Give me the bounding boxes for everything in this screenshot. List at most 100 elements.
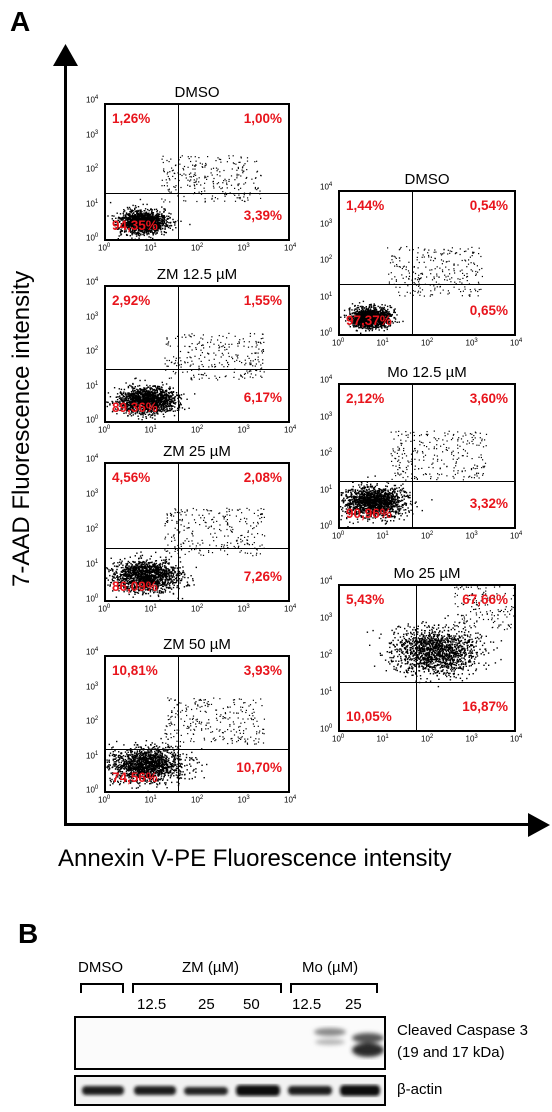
x-tick-label: 103: [237, 604, 250, 614]
x-tick-label: 101: [144, 795, 157, 805]
x-tick-label: 103: [465, 338, 478, 348]
y-tick-label: 104: [320, 576, 333, 586]
y-tick-label: 104: [86, 277, 99, 287]
quadrant-lr-percent: 7,26%: [243, 569, 282, 584]
bracket-mo: [290, 983, 378, 993]
scatter-dots: [340, 246, 483, 334]
plot-title: DMSO: [174, 84, 220, 101]
x-tick-label: 103: [237, 425, 250, 435]
y-axis-arrowhead: [53, 44, 78, 66]
y-tick-label: 100: [320, 521, 333, 531]
gate-vertical: [178, 464, 179, 600]
scatter-dots: [106, 332, 265, 421]
lane-label-3: 25: [198, 996, 215, 1013]
bracket-zm: [132, 983, 282, 993]
x-tick-label: 104: [284, 604, 297, 614]
x-tick-label: 104: [284, 243, 297, 253]
y-tick-label: 102: [320, 448, 333, 458]
gate-vertical: [416, 586, 417, 730]
y-tick-label: 104: [86, 95, 99, 105]
x-tick-label: 102: [421, 338, 434, 348]
gate-vertical: [178, 287, 179, 421]
y-tick-label: 104: [320, 182, 333, 192]
y-tick-label: 100: [86, 415, 99, 425]
x-axis-line: [64, 823, 536, 826]
y-tick-label: 103: [320, 218, 333, 229]
group-label-mo: Mo (µM): [302, 959, 359, 976]
quadrant-ur-percent: 2,08%: [243, 470, 282, 485]
quadrant-ur-percent: 67,66%: [462, 592, 508, 607]
flow-plot: 1,44% 0,54% 97,37% 0,65%: [338, 190, 516, 336]
y-tick-label: 101: [86, 559, 99, 569]
x-tick-label: 103: [465, 531, 478, 541]
plot-title: Mo 12.5 µM: [387, 364, 467, 381]
x-tick-label: 101: [144, 425, 157, 435]
quadrant-lr-percent: 3,32%: [469, 496, 508, 511]
quadrant-ur-percent: 1,55%: [243, 293, 282, 308]
x-tick-label: 100: [332, 531, 345, 541]
x-tick-label: 101: [144, 243, 157, 253]
lane-label-2: 12.5: [137, 996, 167, 1013]
y-tick-label: 100: [320, 328, 333, 338]
quadrant-ul-percent: 1,26%: [112, 111, 151, 126]
y-tick-label: 100: [320, 724, 333, 734]
y-tick-label: 102: [86, 346, 99, 356]
plot-title: ZM 12.5 µM: [156, 266, 238, 283]
x-tick-label: 104: [510, 338, 523, 348]
y-tick-label: 103: [86, 681, 99, 692]
plot-title: DMSO: [404, 171, 450, 188]
quadrant-ll-percent: 10,05%: [346, 709, 392, 724]
flow-plot: 10,81% 3,93% 74,56% 10,70%: [104, 655, 290, 793]
quadrant-ur-percent: 1,00%: [243, 111, 282, 126]
quadrant-lr-percent: 16,87%: [462, 699, 508, 714]
x-tick-label: 104: [284, 795, 297, 805]
y-tick-label: 104: [86, 454, 99, 464]
group-label-zm: ZM (µM): [182, 959, 239, 976]
group-label-dmso: DMSO: [78, 959, 123, 976]
y-tick-label: 101: [320, 687, 333, 697]
x-tick-label: 103: [237, 795, 250, 805]
y-tick-label: 102: [86, 164, 99, 174]
x-tick-label: 101: [376, 734, 389, 744]
plot-title: Mo 25 µM: [393, 565, 461, 582]
gate-vertical: [178, 105, 179, 239]
blot-beta-actin: [74, 1075, 386, 1106]
x-tick-label: 102: [191, 243, 204, 253]
quadrant-ur-percent: 0,54%: [469, 198, 508, 213]
x-axis-label: Annexin V-PE Fluorescence intensity: [58, 845, 452, 872]
flow-plot: 5,43% 67,66% 10,05% 16,87%: [338, 584, 516, 732]
flow-plot: 2,12% 3,60% 90,96% 3,32%: [338, 383, 516, 529]
quadrant-lr-percent: 6,17%: [243, 390, 282, 405]
lane-label-5: 12.5: [292, 996, 322, 1013]
x-tick-label: 102: [191, 604, 204, 614]
y-tick-label: 101: [320, 484, 333, 495]
gate-horizontal: [340, 481, 514, 482]
y-tick-label: 102: [320, 255, 333, 265]
x-tick-label: 102: [191, 795, 204, 805]
scatter-dots: [366, 586, 514, 688]
scatter-dots: [106, 697, 265, 791]
gate-horizontal: [340, 284, 514, 285]
y-tick-label: 102: [320, 650, 333, 660]
x-tick-label: 104: [284, 425, 297, 435]
quadrant-lr-percent: 0,65%: [469, 303, 508, 318]
quadrant-ur-percent: 3,60%: [469, 391, 508, 406]
y-tick-label: 104: [320, 375, 333, 385]
quadrant-ll-percent: 89,36%: [112, 400, 158, 415]
y-tick-label: 103: [86, 489, 99, 499]
actin-bands: [82, 1085, 380, 1096]
scatter-dots: [340, 430, 488, 527]
scatter-dots: [107, 155, 262, 239]
quadrant-ul-percent: 2,12%: [346, 391, 385, 406]
panel-b-label: B: [18, 918, 39, 949]
blot-label-caspase-line2: (19 and 17 kDa): [397, 1044, 505, 1061]
x-tick-label: 100: [332, 338, 345, 348]
y-axis-label: 7-AAD Fluorescence intensity: [8, 270, 35, 587]
y-tick-label: 103: [86, 311, 99, 322]
y-tick-label: 100: [86, 785, 99, 795]
quadrant-ul-percent: 1,44%: [346, 198, 385, 213]
bracket-dmso: [80, 983, 124, 993]
x-tick-label: 100: [98, 795, 111, 805]
x-tick-label: 104: [510, 531, 523, 541]
gate-vertical: [412, 192, 413, 334]
